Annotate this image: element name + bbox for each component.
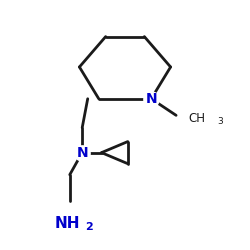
Text: 2: 2 [85,222,93,232]
Text: 3: 3 [218,117,223,126]
Text: N: N [76,146,88,160]
Text: N: N [146,92,157,106]
Text: NH: NH [54,216,80,230]
Text: CH: CH [188,112,206,124]
